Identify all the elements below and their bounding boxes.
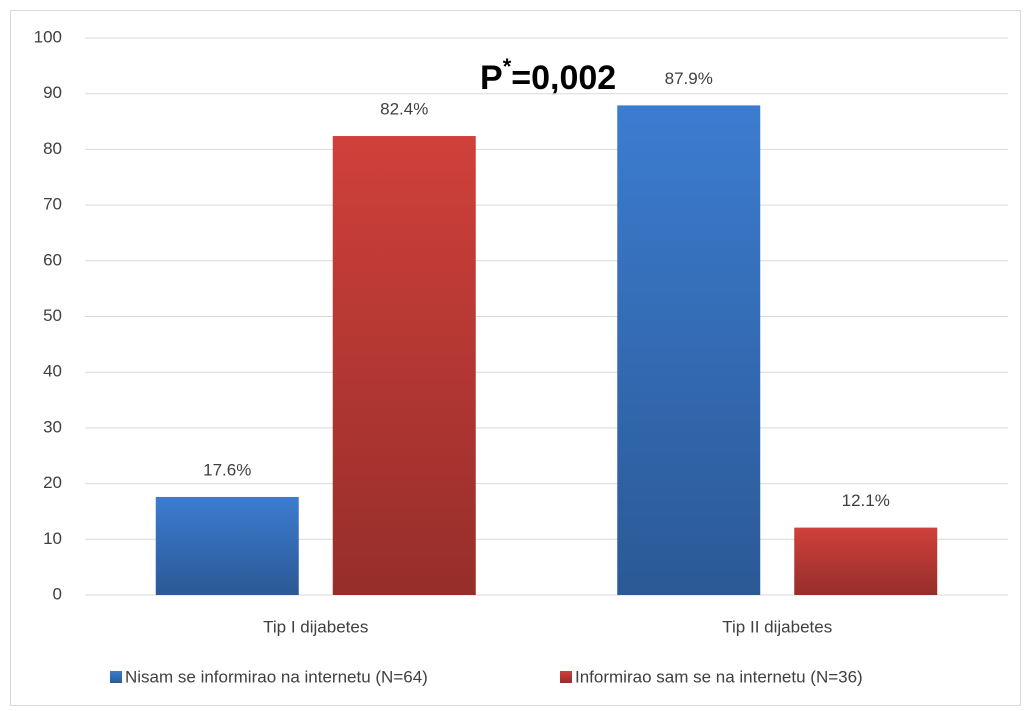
legend-swatch (110, 671, 122, 683)
y-tick-label: 0 (53, 584, 62, 603)
y-tick-label: 50 (43, 306, 62, 325)
y-tick-label: 10 (43, 529, 62, 548)
chart-frame (10, 10, 1021, 706)
y-tick-label: 60 (43, 250, 62, 269)
value-label: 12.1% (842, 491, 890, 510)
x-tick-label: Tip I dijabetes (263, 617, 368, 636)
y-tick-label: 40 (43, 362, 62, 381)
y-tick-label: 100 (34, 27, 62, 46)
y-tick-label: 90 (43, 83, 62, 102)
value-label: 82.4% (380, 100, 428, 119)
y-tick-label: 70 (43, 195, 62, 214)
annotation-text: P (480, 59, 503, 97)
annotation-text: =0,002 (511, 59, 616, 97)
bar (332, 136, 476, 596)
y-tick-label: 20 (43, 473, 62, 492)
value-label: 87.9% (665, 69, 713, 88)
legend-label: Nisam se informirao na internetu (N=64) (125, 667, 428, 686)
bar (794, 527, 938, 595)
legend-swatch (560, 671, 572, 683)
annotation: P*=0,002 (480, 54, 616, 97)
annotation-sup: * (503, 54, 512, 79)
y-tick-label: 30 (43, 417, 62, 436)
y-tick-label: 80 (43, 139, 62, 158)
bar (617, 105, 761, 595)
x-tick-label: Tip II dijabetes (722, 617, 832, 636)
legend-label: Informirao sam se na internetu (N=36) (575, 667, 863, 686)
value-label: 17.6% (203, 460, 251, 479)
bar (155, 496, 299, 595)
